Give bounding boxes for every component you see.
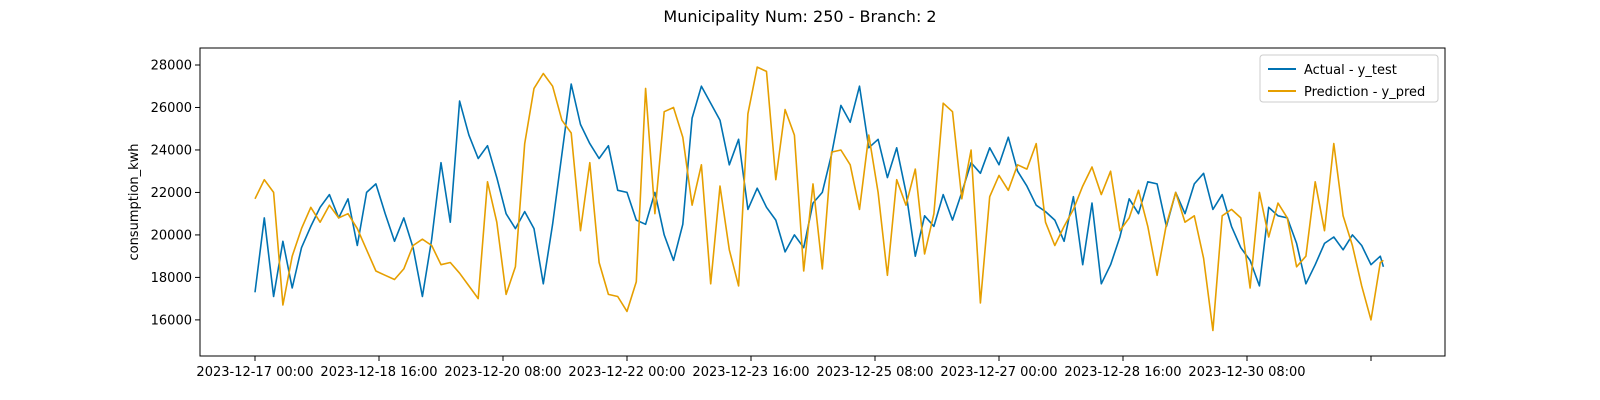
- x-tick-label: 2023-12-22 00:00: [568, 365, 685, 380]
- legend-label-prediction: Prediction - y_pred: [1304, 85, 1425, 100]
- x-tick-label: 2023-12-18 16:00: [320, 365, 437, 380]
- x-tick-label: 2023-12-17 00:00: [196, 365, 313, 380]
- legend-box: [1259, 54, 1439, 103]
- y-axis-label: consumption_kwh: [127, 143, 142, 260]
- legend: Actual - y_test Prediction - y_pred: [1259, 54, 1439, 103]
- x-tick-label: 2023-12-20 08:00: [444, 365, 561, 380]
- x-tick-label: 2023-12-30 08:00: [1188, 365, 1305, 380]
- y-tick-label: 24000: [151, 143, 192, 158]
- y-tick-label: 16000: [151, 313, 192, 328]
- y-tick-label: 18000: [151, 271, 192, 286]
- y-tick-label: 26000: [151, 101, 192, 116]
- y-tick-label: 22000: [151, 186, 192, 201]
- x-tick-label: 2023-12-28 16:00: [1064, 365, 1181, 380]
- y-axis: 16000 18000 20000 22000 24000 26000 28000: [151, 58, 200, 328]
- series-layer: [254, 66, 1385, 332]
- x-tick-label: 2023-12-25 08:00: [816, 365, 933, 380]
- series-line-prediction: [254, 66, 1384, 332]
- y-tick-label: 20000: [151, 228, 192, 243]
- series-line-actual: [254, 83, 1385, 298]
- legend-label-actual: Actual - y_test: [1304, 63, 1397, 78]
- y-tick-label: 28000: [151, 58, 192, 73]
- x-tick-label: 2023-12-27 00:00: [940, 365, 1057, 380]
- plot-frame: [199, 47, 1446, 357]
- x-tick-label: 2023-12-23 16:00: [692, 365, 809, 380]
- x-axis: 2023-12-17 00:00 2023-12-18 16:00 2023-12-…: [196, 356, 1372, 380]
- chart-title: Municipality Num: 250 - Branch: 2: [663, 7, 936, 26]
